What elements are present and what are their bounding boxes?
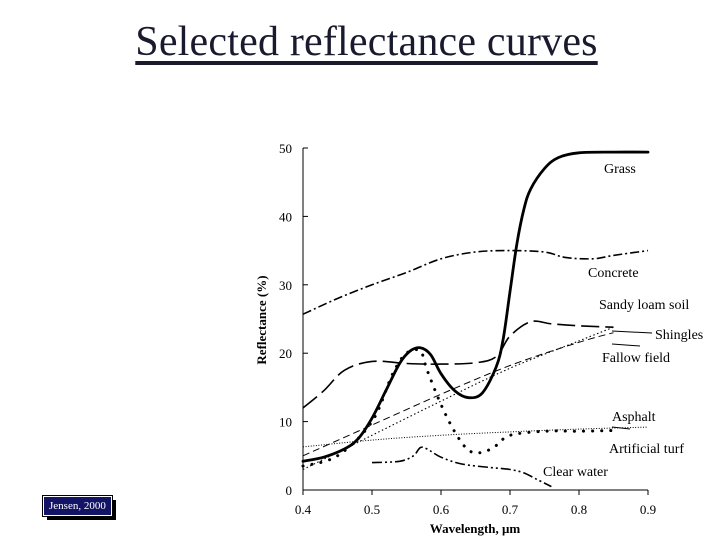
y-tick-label: 50 [279, 141, 292, 156]
series-line-grass [301, 150, 650, 463]
series-line-asphalt [302, 426, 649, 448]
leader-asphalt [611, 426, 631, 430]
x-axis-title: Wavelength, μm [430, 521, 521, 536]
y-tick-label: 0 [286, 483, 293, 498]
series-label-clear-water: Clear water [543, 465, 608, 480]
series-line-sandy-loam-soil [302, 320, 614, 409]
series-label-grass: Grass [604, 162, 636, 177]
series-label-sandy-loam-soil: Sandy loam soil [599, 298, 689, 313]
x-tick-label: 0.5 [364, 502, 380, 517]
leader-fallow-field [611, 343, 641, 347]
y-tick-label: 30 [279, 278, 292, 293]
y-axis-title: Reflectance (%) [254, 275, 269, 364]
x-tick-label: 0.8 [571, 502, 587, 517]
x-tick-label: 0.4 [295, 502, 312, 517]
y-tick-label: 40 [279, 209, 292, 224]
x-tick-label: 0.9 [640, 502, 656, 517]
series-label-fallow-field: Fallow field [602, 351, 670, 366]
series-labels: Grass Concrete Sandy loam soil Shingles … [543, 162, 703, 480]
x-tick-label: 0.6 [433, 502, 450, 517]
y-tick-label: 20 [279, 346, 292, 361]
series-line-shingles [302, 332, 614, 457]
x-axis: 0.4 0.5 0.6 0.7 0.8 0.9 [295, 489, 656, 517]
series-label-asphalt: Asphalt [612, 410, 656, 425]
x-tick-label: 0.7 [502, 502, 519, 517]
series-line-clear-water [371, 446, 552, 488]
series-label-artificial-turf: Artificial turf [609, 442, 684, 457]
series-line-concrete [302, 249, 649, 315]
series-lines [301, 150, 650, 488]
y-tick-label: 10 [279, 415, 292, 430]
series-line-fallow-field [302, 326, 614, 470]
leader-lines [611, 330, 653, 430]
slide-title: Selected reflectance curves [135, 19, 598, 65]
series-label-shingles: Shingles [655, 328, 703, 343]
y-axis: 0 10 20 30 40 50 [279, 141, 308, 498]
series-label-concrete: Concrete [588, 266, 639, 281]
credit-badge: Jensen, 2000 [42, 495, 113, 517]
leader-shingles [611, 330, 653, 334]
